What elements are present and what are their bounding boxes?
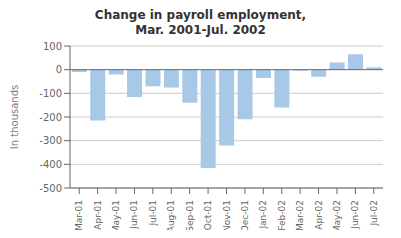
svg-text:In thousands: In thousands [9, 85, 20, 149]
svg-text:Mar-01: Mar-01 [74, 200, 84, 230]
svg-text:Feb-02: Feb-02 [277, 200, 287, 230]
html-text:Mar. 2001-Jul. 2002: Mar. 2001-Jul. 2002 [135, 23, 266, 37]
svg-text:Aug-01: Aug-01 [166, 200, 176, 230]
svg-text:Oct-01: Oct-01 [203, 200, 213, 230]
svg-text:100: 100 [43, 41, 62, 52]
svg-text:-500: -500 [39, 183, 62, 194]
svg-text:-400: -400 [39, 159, 62, 170]
svg-text:Jun-01: Jun-01 [129, 200, 139, 230]
svg-text:Nov-01: Nov-01 [222, 200, 232, 230]
svg-text:May-01: May-01 [111, 200, 121, 230]
svg-text:May-02: May-02 [332, 200, 342, 230]
svg-text:Sep-01: Sep-01 [185, 200, 195, 230]
svg-text:-100: -100 [39, 88, 62, 99]
svg-text:Jun-02: Jun-02 [350, 200, 360, 230]
svg-text:Dec-01: Dec-01 [240, 200, 250, 230]
svg-text:Apr-01: Apr-01 [93, 200, 103, 230]
svg-text:Mar-02: Mar-02 [295, 200, 305, 230]
svg-text:-200: -200 [39, 112, 62, 123]
svg-text:-300: -300 [39, 135, 62, 146]
svg-text:0: 0 [56, 64, 62, 75]
svg-text:Jul-02: Jul-02 [369, 200, 379, 227]
svg-text:Jan-02: Jan-02 [258, 200, 268, 230]
html-text:Change in payroll employment,: Change in payroll employment, [94, 8, 307, 22]
svg-text:Jul-01: Jul-01 [148, 200, 158, 227]
svg-text:Apr-02: Apr-02 [314, 200, 324, 230]
